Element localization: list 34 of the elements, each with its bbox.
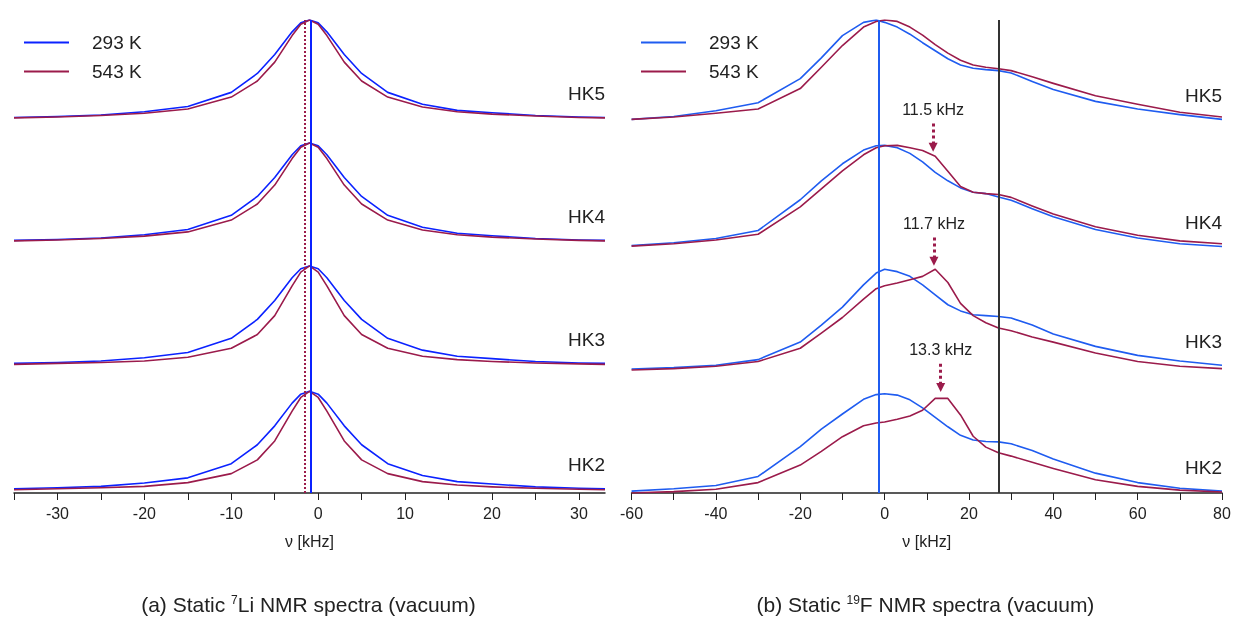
annotation: HK3 [568,328,605,350]
x-tick-label: -20 [788,504,812,522]
annotation: 11.5 kHz [902,101,965,119]
x-tick-label: 20 [483,504,502,522]
x-tick-label: 0 [880,504,890,522]
x-tick-label: -60 [620,504,644,522]
x-tick-label: 40 [1044,504,1063,522]
x-axis-title: ν [kHz] [902,532,952,550]
x-axis-title: ν [kHz] [285,532,334,550]
x-tick-label: 20 [960,504,978,522]
annotation: HK4 [1185,212,1223,234]
annotation: 13.3 kHz [909,341,973,359]
annotation: HK2 [568,454,605,476]
annotation: HK2 [1185,456,1222,478]
x-tick-label: -30 [45,504,70,522]
legend-label: 293 K [709,32,759,53]
text: (b) Static $^{19}$F NMR spectra (vacuum) [755,593,1096,617]
annotation: HK4 [568,205,606,227]
x-tick-label: -10 [219,504,243,522]
x-tick-label: 60 [1128,504,1147,522]
legend-label: 293 K [92,32,142,53]
annotation: 11.7 kHz [902,215,965,233]
annotation: HK5 [568,82,605,104]
legend-label: 543 K [92,61,142,82]
text: (a) Static $^{7}$Li NMR spectra (vacuum) [140,593,477,617]
legend-label: 543 K [709,61,759,82]
x-tick-label: 0 [313,504,323,522]
x-tick-label: 80 [1213,504,1231,522]
x-tick-label: -20 [132,504,157,522]
annotation: HK5 [1185,84,1222,106]
x-tick-label: 10 [396,504,415,522]
x-tick-label: -40 [704,504,728,522]
x-tick-label: 30 [570,504,588,522]
annotation: HK3 [1185,330,1222,352]
